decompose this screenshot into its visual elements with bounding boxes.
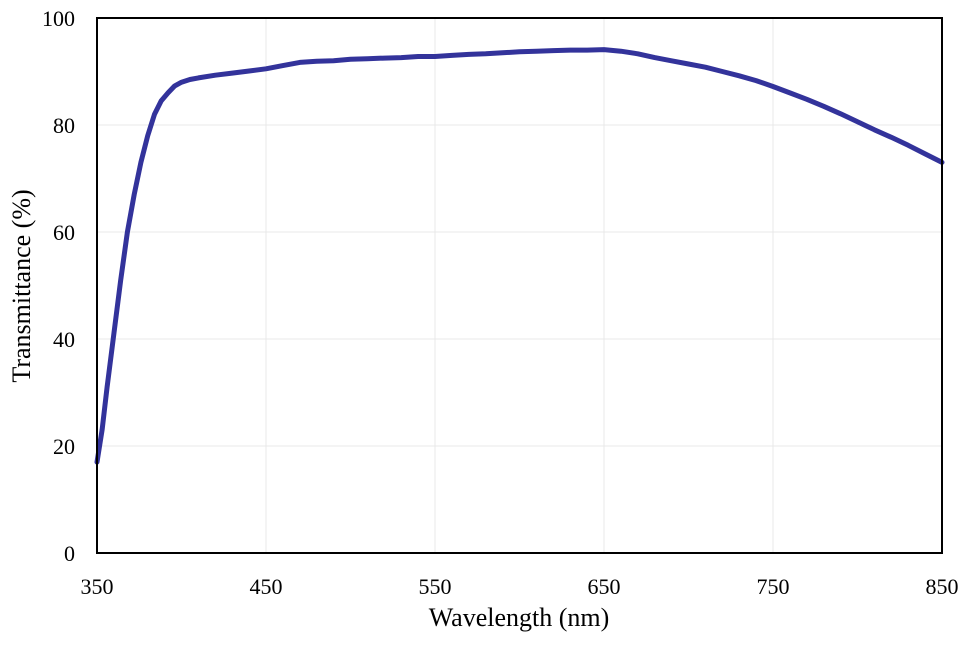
y-tick-label: 60	[53, 220, 75, 245]
y-tick-label: 20	[53, 434, 75, 459]
x-tick-label: 450	[250, 574, 283, 599]
plot-frame	[96, 17, 943, 554]
x-axis-title: Wavelength (nm)	[429, 603, 610, 632]
x-tick-label: 850	[926, 574, 959, 599]
series-layer	[94, 47, 945, 465]
y-tick-labels: 0 20 40 60 80 100	[42, 6, 75, 566]
gridlines	[96, 17, 943, 554]
x-tick-labels: 350 450 550 650 750 850	[81, 574, 959, 599]
y-tick-label: 80	[53, 113, 75, 138]
transmittance-line	[94, 47, 945, 465]
x-tick-label: 350	[81, 574, 114, 599]
y-tick-label: 100	[42, 6, 75, 31]
x-tick-label: 550	[419, 574, 452, 599]
y-axis-title: Transmittance (%)	[7, 189, 36, 382]
y-tick-label: 0	[64, 541, 75, 566]
y-tick-label: 40	[53, 327, 75, 352]
x-tick-label: 750	[757, 574, 790, 599]
x-tick-label: 650	[588, 574, 621, 599]
